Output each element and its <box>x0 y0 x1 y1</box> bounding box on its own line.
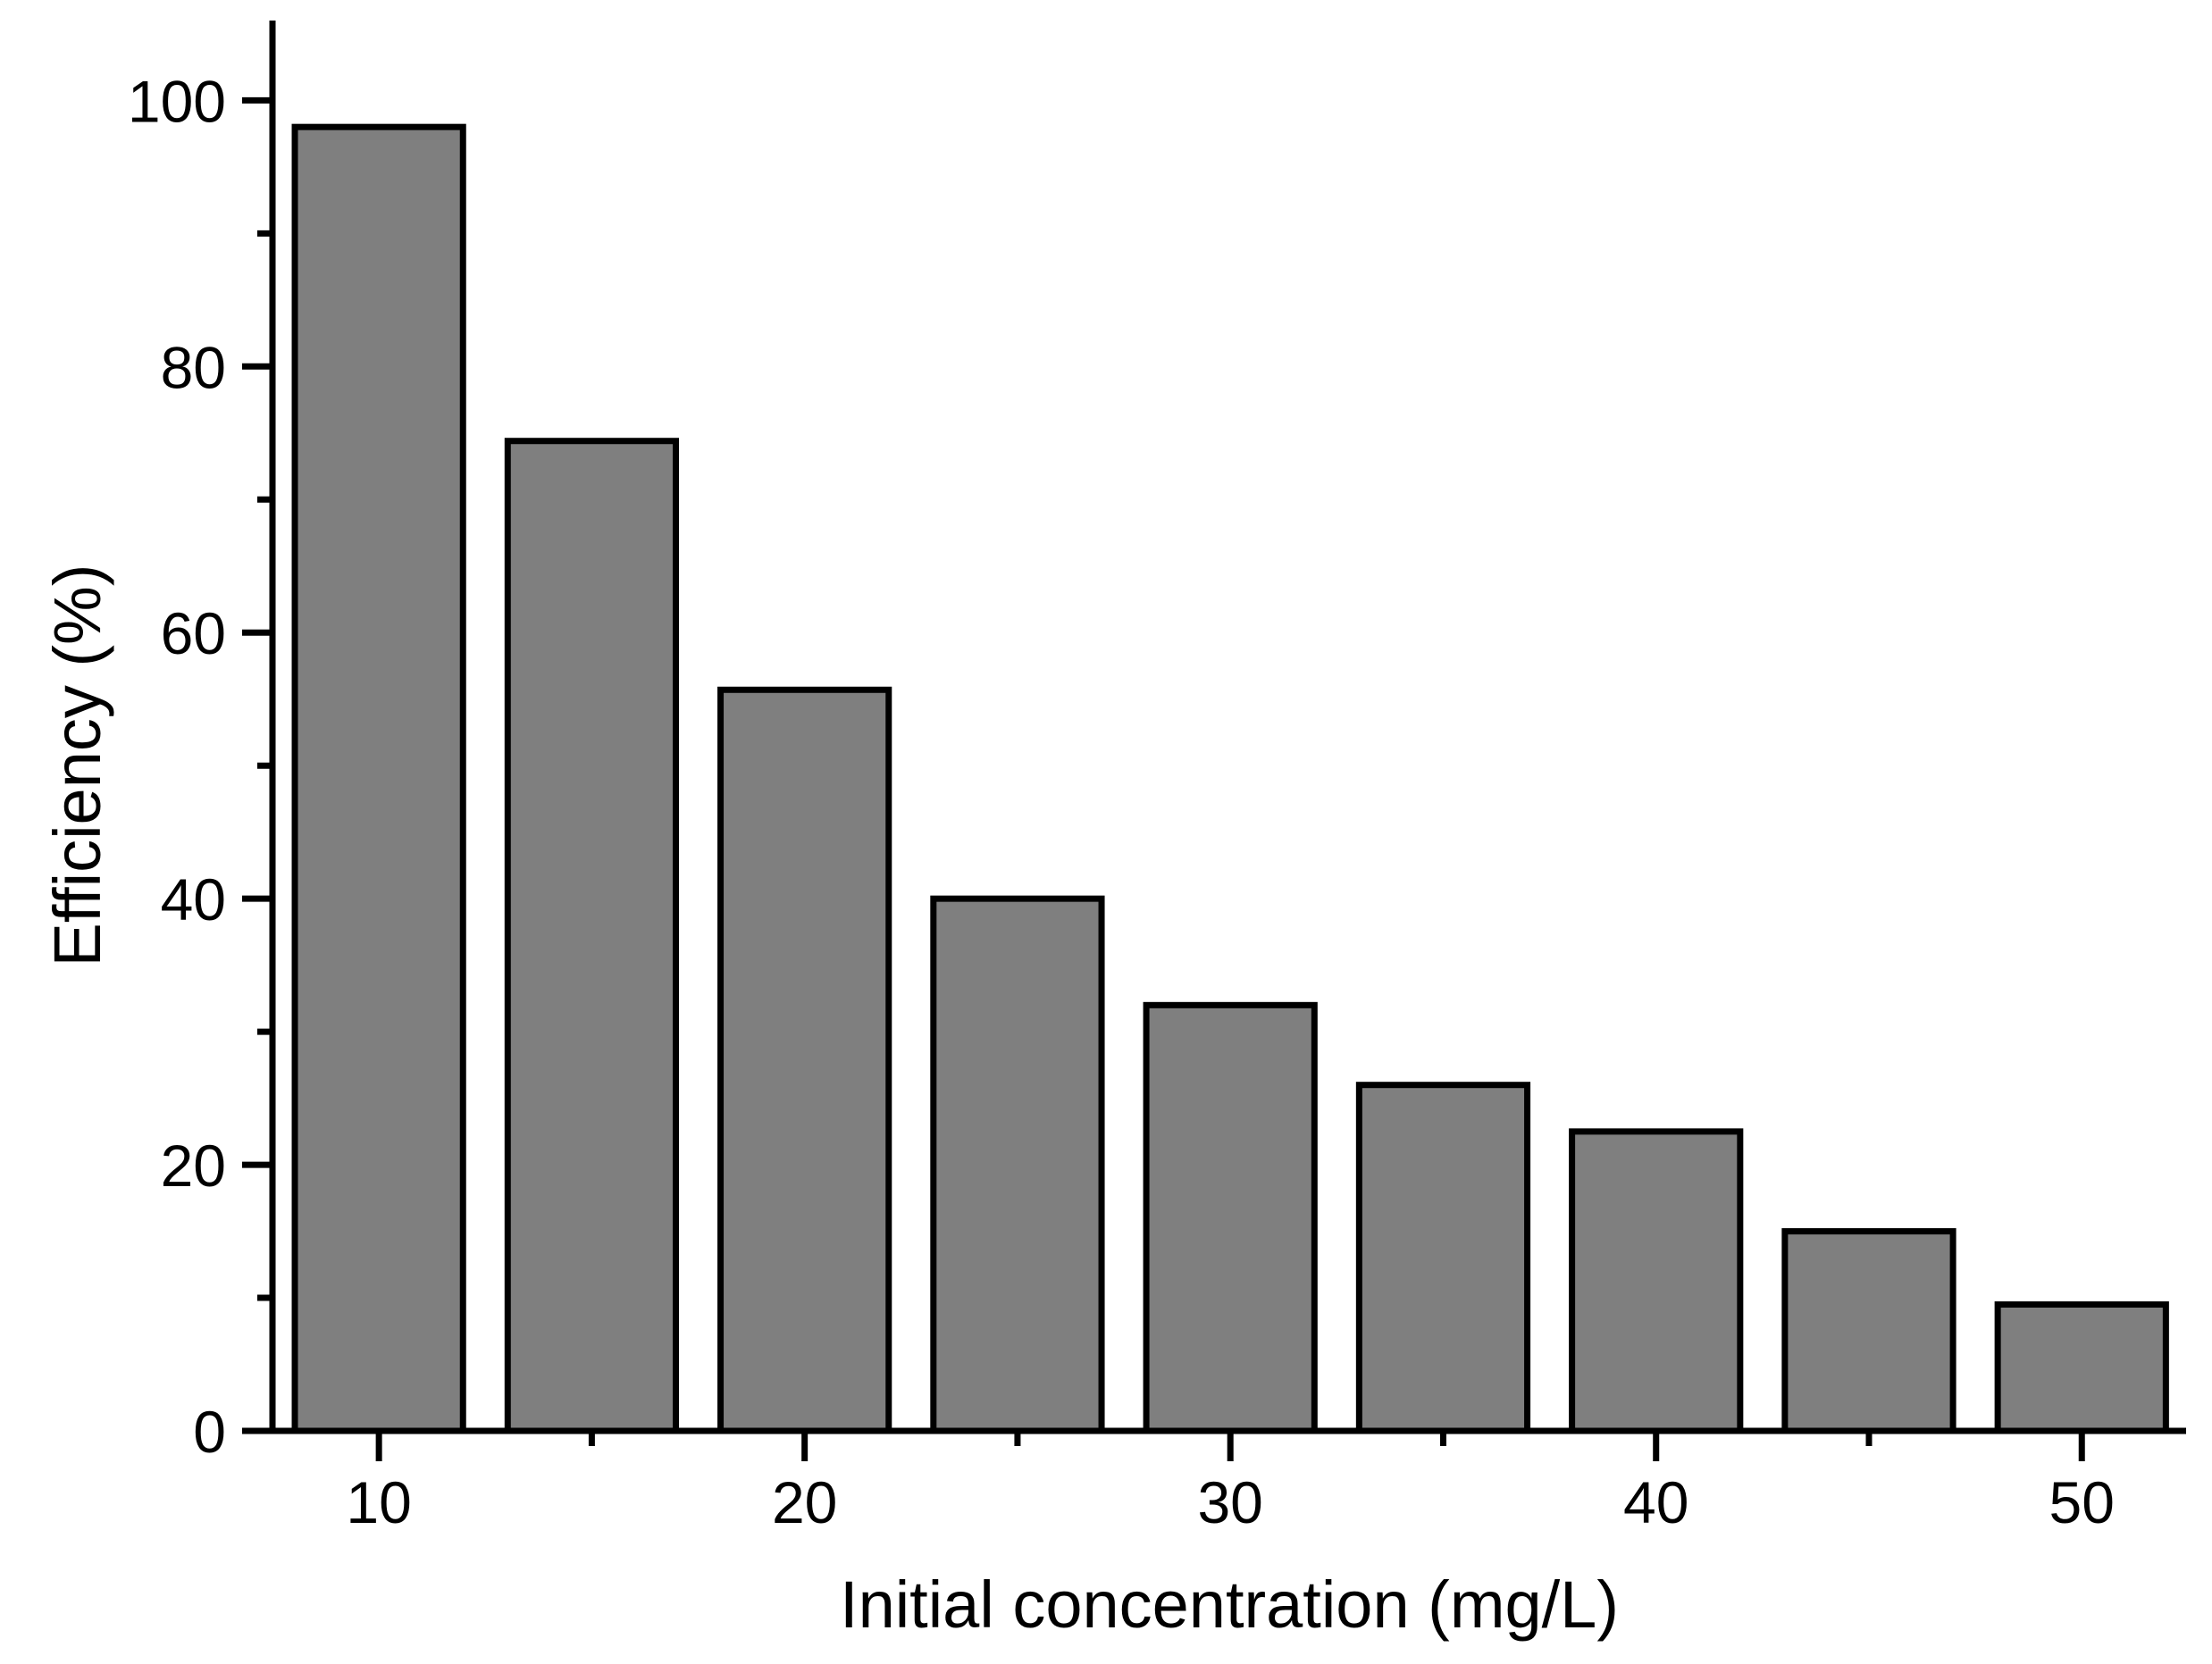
axes-group <box>242 21 2186 1461</box>
y-tick-label: 100 <box>128 68 226 134</box>
bar <box>1355 1082 1531 1434</box>
y-tick-label: 80 <box>161 334 226 400</box>
x-tick-label: 40 <box>1623 1469 1688 1535</box>
y-tick-label: 40 <box>161 866 226 932</box>
y-tick-label: 20 <box>161 1133 226 1199</box>
x-tick-label: 50 <box>2049 1469 2115 1535</box>
x-tick-label: 10 <box>346 1469 411 1535</box>
y-tick-label: 60 <box>161 600 226 666</box>
y-tick-label: 0 <box>193 1399 226 1465</box>
x-axis-title: Initial concentration (mg/L) <box>840 1568 1619 1642</box>
x-tick-label: 20 <box>772 1469 837 1535</box>
bar <box>1781 1228 1956 1434</box>
bars-group <box>291 123 2169 1434</box>
bar <box>717 686 892 1434</box>
tick-labels-group: 0 20 40 60 80 100 10 20 30 40 50 <box>128 68 2115 1535</box>
bar <box>504 438 680 1434</box>
x-tick-label: 30 <box>1197 1469 1262 1535</box>
bar <box>1143 1001 1318 1434</box>
bar <box>291 123 466 1434</box>
bar <box>1569 1128 1744 1434</box>
bar <box>930 895 1105 1434</box>
y-axis-title: Efficiency (%) <box>40 564 114 967</box>
bar <box>1994 1300 2169 1434</box>
